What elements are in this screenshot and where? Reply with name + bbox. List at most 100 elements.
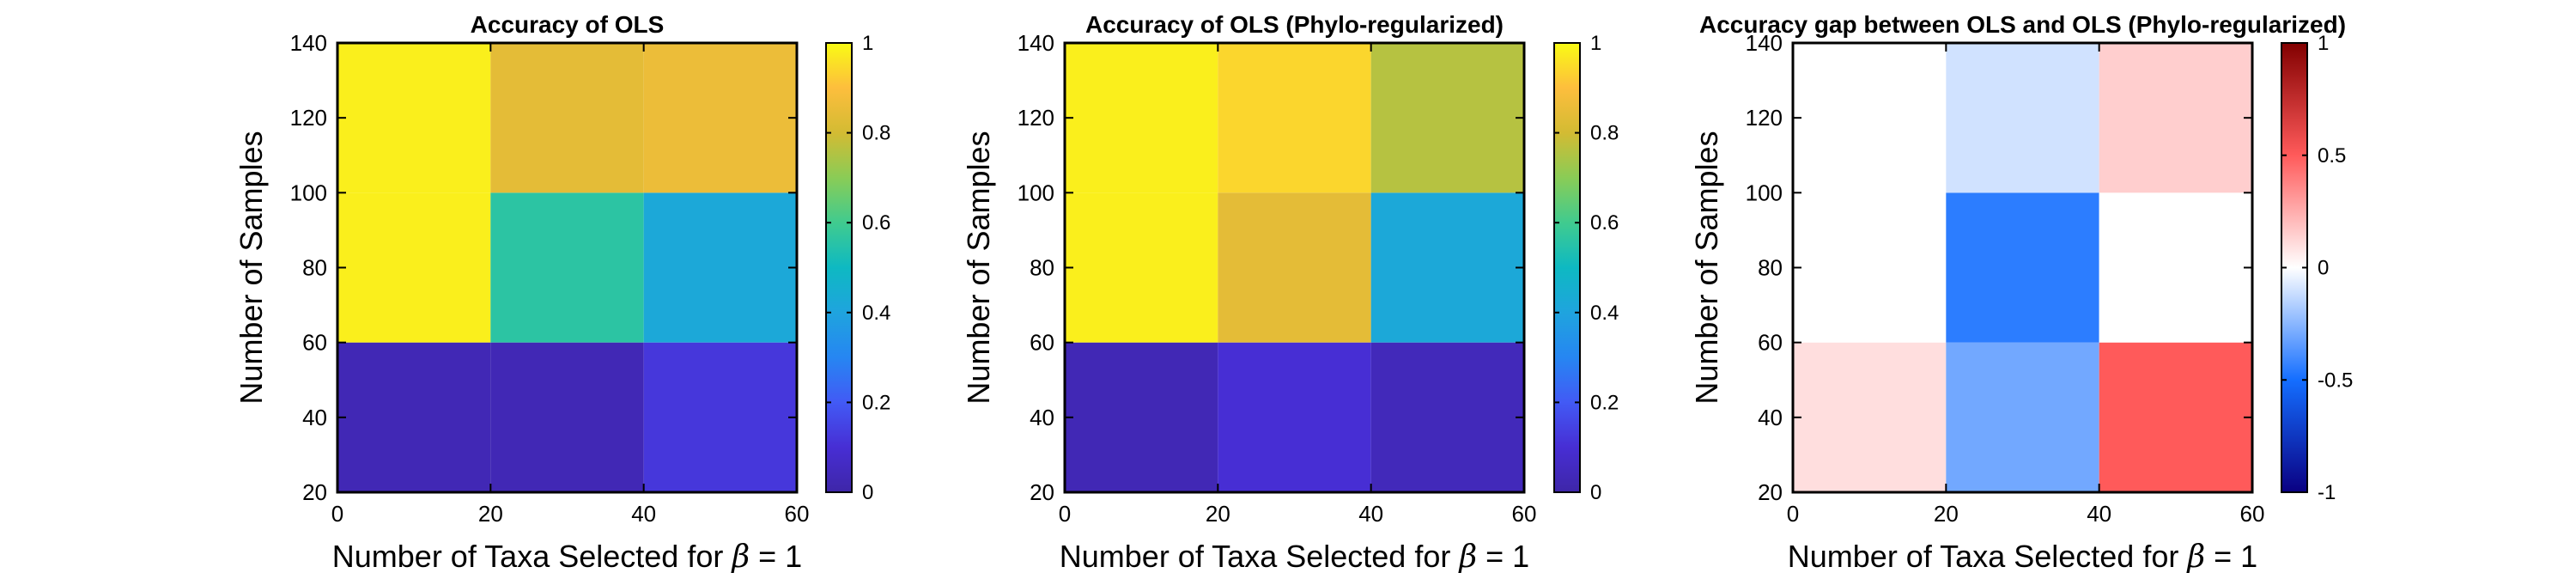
colorbar-tick-label: 0 <box>1590 481 1601 504</box>
chart-title: Accuracy of OLS <box>471 11 665 38</box>
colorbar-gradient <box>825 42 853 493</box>
colorbar-tick-label: 0.2 <box>862 391 890 414</box>
y-tick-label: 80 <box>1758 255 1783 281</box>
colorbar-tick-label: 0.6 <box>862 211 890 235</box>
colorbar-tick-label: 1 <box>862 32 873 55</box>
y-tick-label: 20 <box>1758 479 1783 505</box>
heatmap-cell-r1-c0 <box>1793 192 1947 343</box>
x-axis-label-symbol: β <box>1457 539 1477 573</box>
heatmap-cell-r2-c1 <box>490 43 644 193</box>
y-tick-label: 20 <box>302 479 327 505</box>
heatmap-cell-r1-c0 <box>1065 192 1218 343</box>
x-tick-label: 20 <box>478 501 503 527</box>
colorbar-gradient <box>1553 42 1581 493</box>
colorbar-tick-label: 0.2 <box>1590 391 1619 414</box>
x-tick-label: 0 <box>1059 501 1071 527</box>
colorbar-tick-label: 0 <box>2318 257 2329 280</box>
y-axis-label: Number of Samples <box>1689 131 1724 404</box>
colorbar-tick-label: 0.4 <box>862 302 890 325</box>
x-axis-label-suffix: = 1 <box>2205 539 2257 573</box>
y-tick-label: 140 <box>290 30 327 56</box>
heatmap-cell-r2-c1 <box>1218 43 1371 193</box>
y-tick-label: 120 <box>1018 105 1054 131</box>
y-tick-label: 120 <box>290 105 327 131</box>
y-tick-label: 100 <box>290 180 327 205</box>
heatmap-cell-r1-c2 <box>643 192 797 343</box>
heatmap-cell-r2-c0 <box>337 43 491 193</box>
x-tick-label: 40 <box>2087 501 2111 527</box>
y-tick-label: 60 <box>1758 330 1783 356</box>
x-tick-label: 60 <box>785 501 810 527</box>
x-axis-label-suffix: = 1 <box>1477 539 1529 573</box>
heatmap-cell-r0-c0 <box>1793 342 1947 492</box>
chart-title: Accuracy gap between OLS and OLS (Phylo-… <box>1699 11 2346 38</box>
x-tick-label: 40 <box>1358 501 1383 527</box>
y-tick-label: 60 <box>302 330 327 356</box>
y-tick-label: 40 <box>1030 405 1054 430</box>
colorbar-tick-label: 0.4 <box>1590 302 1619 325</box>
x-tick-label: 60 <box>2240 501 2265 527</box>
chart-title: Accuracy of OLS (Phylo-regularized) <box>1085 11 1504 38</box>
y-tick-label: 40 <box>1758 405 1783 430</box>
heatmap-cell-r0-c1 <box>1946 342 2099 492</box>
y-tick-label: 80 <box>1030 255 1054 281</box>
y-tick-label: 100 <box>1746 180 1783 205</box>
colorbar-tick-label: -1 <box>2318 481 2336 504</box>
y-tick-label: 120 <box>1746 105 1783 131</box>
x-axis-label: Number of Taxa Selected for β = 1 <box>1788 539 2257 573</box>
heatmap-cell-r1-c0 <box>337 192 491 343</box>
heatmap-cell-r1-c1 <box>1946 192 2099 343</box>
colorbar-tick-label: 1 <box>1590 32 1601 55</box>
heatmap-cell-r1-c1 <box>490 192 644 343</box>
heatmap-cell-r0-c0 <box>1065 342 1218 492</box>
x-tick-label: 20 <box>1934 501 1959 527</box>
heatmap-cell-r2-c2 <box>643 43 797 193</box>
heatmap-cell-r0-c2 <box>2099 342 2252 492</box>
heatmap-cell-r0-c2 <box>1370 342 1524 492</box>
heatmap-cell-r0-c2 <box>643 342 797 492</box>
heatmap-cell-r0-c1 <box>490 342 644 492</box>
y-tick-label: 140 <box>1018 30 1054 56</box>
y-axis-label: Number of Samples <box>234 131 269 404</box>
heatmap-cell-r2-c2 <box>1370 43 1524 193</box>
colorbar: 0 0.2 0.4 0.6 0.8 1 <box>825 32 890 504</box>
y-tick-label: 100 <box>1018 180 1054 205</box>
colorbar-tick-label: 0.8 <box>1590 122 1619 145</box>
x-tick-label: 0 <box>1787 501 1799 527</box>
heatmap-cell-r2-c2 <box>2099 43 2252 193</box>
colorbar-tick-label: 0.5 <box>2318 144 2346 168</box>
x-axis-label-symbol: β <box>730 539 750 573</box>
x-axis-label-prefix: Number of Taxa Selected for <box>332 539 732 573</box>
heatmap-cell-r2-c0 <box>1065 43 1218 193</box>
y-axis-label: Number of Samples <box>961 131 996 404</box>
x-axis-label-symbol: β <box>2185 539 2205 573</box>
colorbar-tick-label: 0.6 <box>1590 211 1619 235</box>
colorbar-tick-label: 0 <box>862 481 873 504</box>
colorbar: -1 -0.5 0 0.5 1 <box>2281 32 2353 504</box>
y-tick-label: 40 <box>302 405 327 430</box>
x-tick-label: 0 <box>331 501 343 527</box>
x-tick-label: 40 <box>631 501 656 527</box>
x-axis-label: Number of Taxa Selected for β = 1 <box>332 539 802 573</box>
x-axis-label-prefix: Number of Taxa Selected for <box>1060 539 1460 573</box>
heatmap-cell-r2-c0 <box>1793 43 1947 193</box>
y-tick-label: 80 <box>302 255 327 281</box>
colorbar: 0 0.2 0.4 0.6 0.8 1 <box>1553 32 1619 504</box>
y-tick-label: 140 <box>1746 30 1783 56</box>
heatmap-cell-r2-c1 <box>1946 43 2099 193</box>
x-axis-label-suffix: = 1 <box>750 539 802 573</box>
x-axis-label: Number of Taxa Selected for β = 1 <box>1060 539 1529 573</box>
y-tick-label: 20 <box>1030 479 1054 505</box>
x-axis-label-prefix: Number of Taxa Selected for <box>1788 539 2188 573</box>
heatmap-cell-r0-c1 <box>1218 342 1371 492</box>
colorbar-tick-label: -0.5 <box>2318 369 2353 392</box>
heatmap-cell-r0-c0 <box>337 342 491 492</box>
colorbar-tick-label: 0.8 <box>862 122 890 145</box>
heatmap-cell-r1-c1 <box>1218 192 1371 343</box>
x-tick-label: 60 <box>1512 501 1537 527</box>
x-tick-label: 20 <box>1206 501 1230 527</box>
